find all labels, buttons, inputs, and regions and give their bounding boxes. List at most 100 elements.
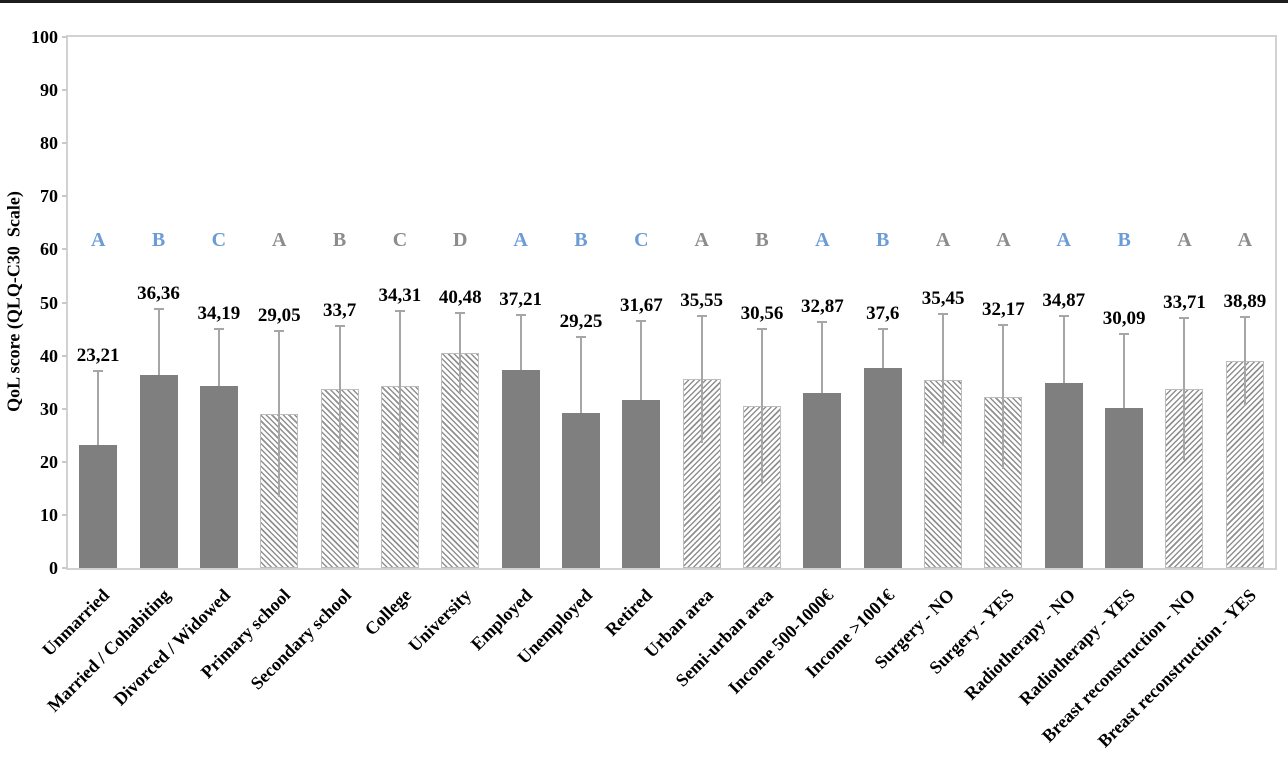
y-axis-tick-mark [62, 89, 67, 92]
figure-top-border [0, 0, 1288, 3]
error-bar [97, 371, 100, 445]
error-bar-cap [877, 327, 888, 330]
error-bar-cap [1179, 317, 1190, 320]
y-axis-tick-mark [62, 195, 67, 198]
y-axis-tick-label: 70 [40, 186, 58, 207]
value-label: 34,87 [1042, 289, 1086, 311]
significance-letter: A [1237, 228, 1253, 251]
error-bar [459, 313, 462, 393]
value-label: 37,6 [866, 302, 900, 324]
y-axis-tick-label: 10 [40, 504, 58, 525]
error-bar-cap [274, 329, 285, 332]
error-bar-cap [938, 312, 949, 315]
value-label: 30,56 [740, 302, 784, 324]
value-label: 33,71 [1163, 292, 1206, 314]
y-axis-tick-label: 20 [40, 451, 58, 472]
error-bar-cap [1058, 314, 1069, 317]
error-bar [519, 315, 522, 371]
y-axis-tick-label: 80 [40, 133, 58, 154]
bar-unmarried [79, 444, 118, 568]
y-axis-tick-label: 30 [40, 398, 58, 419]
error-bar-cap [153, 308, 164, 311]
error-bar-cap [757, 327, 768, 330]
y-axis-tick-mark [62, 142, 67, 145]
error-bar [1062, 315, 1065, 383]
significance-letter: B [332, 228, 347, 251]
error-bar [278, 330, 281, 497]
error-bar-cap [455, 312, 466, 315]
error-bar [821, 321, 824, 394]
value-label: 30,09 [1102, 307, 1146, 329]
significance-letter: A [694, 228, 709, 251]
error-bar-cap [636, 319, 647, 322]
error-bar-cap [817, 320, 828, 323]
bar-radiotherapy-no [1044, 382, 1083, 568]
error-bar [881, 328, 884, 369]
y-axis-tick-label: 0 [49, 558, 58, 578]
error-bar-cap [334, 324, 345, 327]
value-label: 23,21 [76, 345, 120, 367]
bar-married-cohabiting [139, 374, 178, 568]
y-axis-tick-label: 100 [31, 27, 58, 47]
significance-letter: C [392, 228, 408, 251]
bar-income-1001 [863, 368, 902, 568]
value-label: 32,17 [982, 299, 1025, 321]
error-bar [700, 315, 703, 443]
plot-area [66, 35, 1277, 570]
y-axis-tick-label: 50 [40, 292, 58, 313]
significance-letter: B [755, 228, 769, 251]
value-label: 31,67 [619, 294, 663, 316]
error-bar [217, 329, 220, 387]
value-label: 33,7 [322, 299, 357, 321]
significance-letter: B [1117, 228, 1131, 251]
error-bar [579, 336, 582, 413]
value-label: 35,45 [921, 287, 965, 309]
error-bar [338, 325, 341, 453]
error-bar [942, 313, 945, 446]
error-bar [640, 320, 643, 400]
error-bar [761, 328, 764, 483]
value-label: 34,31 [378, 285, 422, 307]
error-bar-cap [1119, 332, 1130, 335]
error-bar-cap [213, 328, 224, 331]
bar-university [441, 353, 480, 568]
significance-letter: A [935, 228, 951, 251]
significance-letter: A [271, 228, 287, 251]
bar-unemployed [561, 412, 600, 568]
error-bar [1243, 316, 1246, 407]
significance-letter: A [1056, 228, 1071, 251]
y-axis-tick-mark [62, 36, 67, 38]
y-axis-tick-mark [62, 407, 67, 410]
significance-letter: C [634, 228, 649, 251]
y-axis-tick-mark [62, 354, 67, 357]
bar-employed [501, 370, 540, 568]
error-bar [1002, 325, 1005, 469]
bar-income-500-1000 [803, 393, 842, 568]
significance-letter: C [211, 228, 227, 251]
y-axis-tick-mark [62, 513, 67, 516]
significance-letter: D [453, 228, 468, 251]
error-bar [157, 309, 160, 375]
error-bar-cap [696, 314, 707, 317]
value-label: 29,05 [257, 304, 301, 326]
significance-letter: A [90, 228, 106, 251]
value-label: 40,48 [438, 287, 482, 309]
error-bar-cap [515, 314, 526, 317]
value-label: 35,55 [680, 289, 724, 311]
error-bar-cap [575, 335, 586, 338]
significance-letter: B [574, 228, 588, 251]
error-bar [1123, 333, 1126, 409]
significance-letter: A [513, 228, 528, 251]
significance-letter: B [151, 228, 166, 251]
bar-radiotherapy-yes [1105, 408, 1144, 568]
error-bar [398, 311, 401, 461]
value-label: 32,87 [801, 295, 844, 317]
y-axis-tick-label: 40 [40, 345, 58, 366]
y-axis-tick-label: 90 [40, 80, 58, 101]
bar-urban-area [682, 379, 721, 568]
value-label: 37,21 [499, 289, 542, 311]
significance-letter: B [876, 228, 890, 251]
significance-letter: A [1177, 228, 1192, 251]
value-label: 36,36 [137, 283, 180, 305]
